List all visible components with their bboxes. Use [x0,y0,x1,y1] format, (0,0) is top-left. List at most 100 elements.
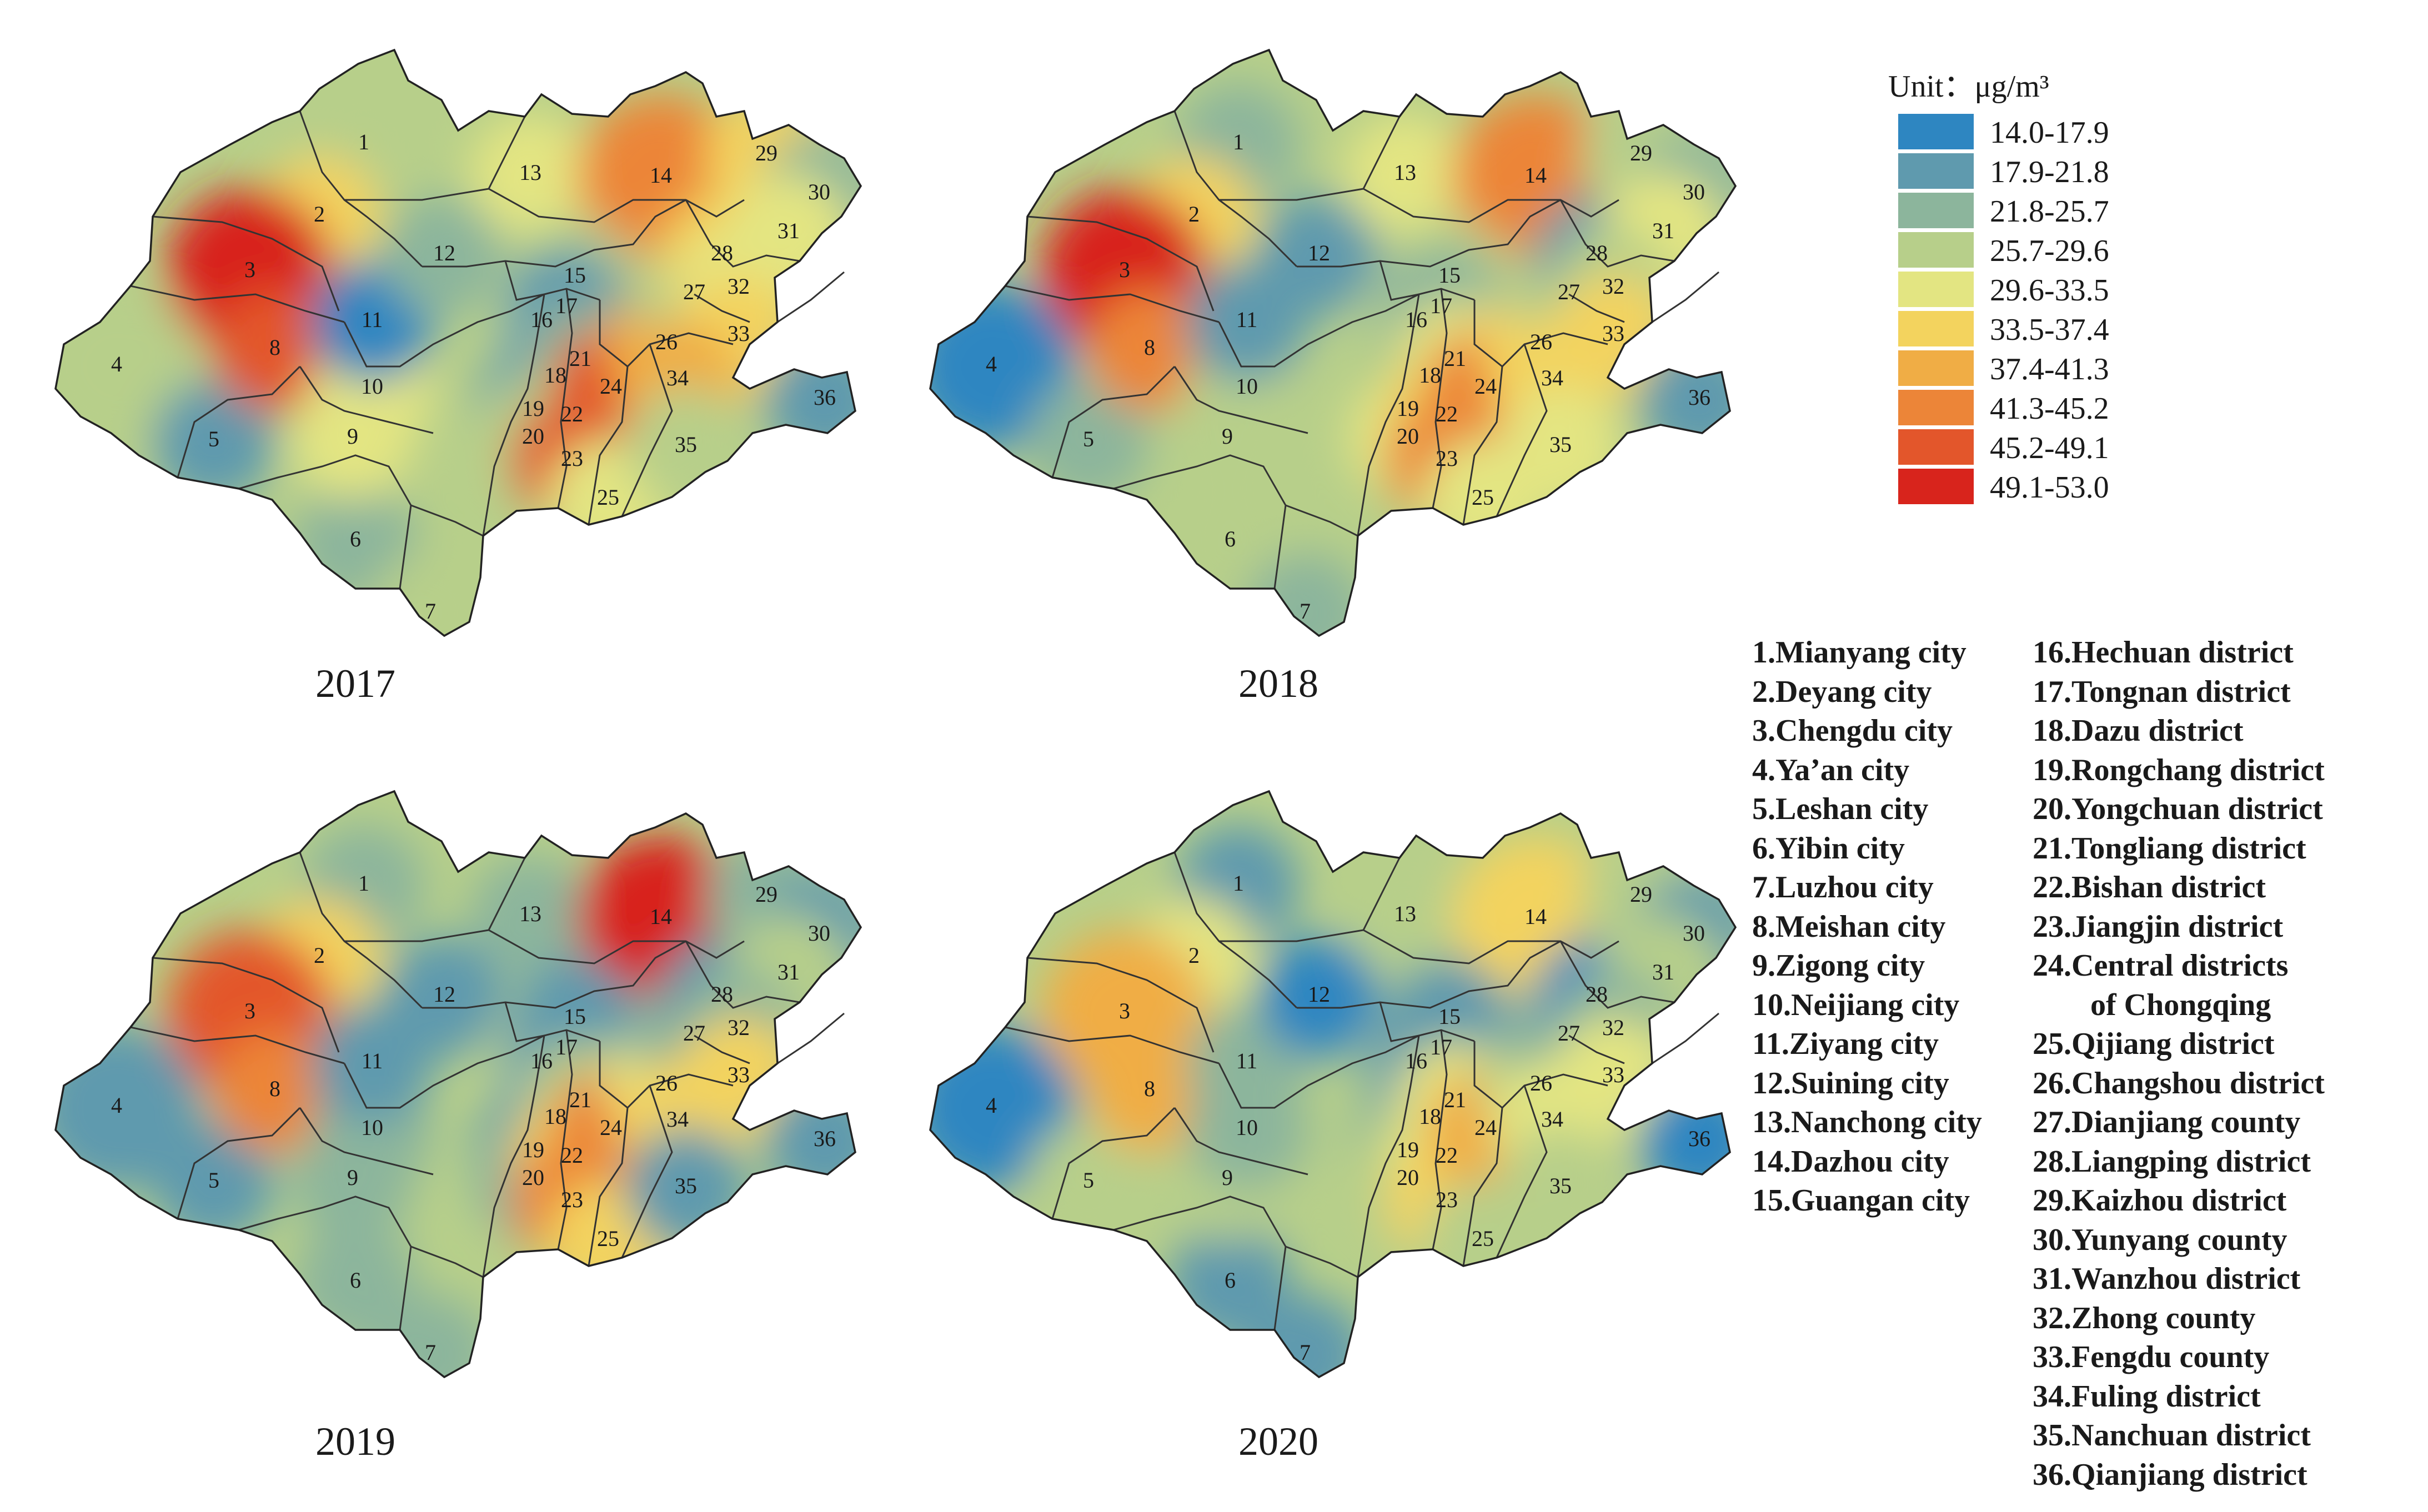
region-number-label: 15 [1438,1004,1461,1029]
region-number-label: 20 [1397,1165,1419,1190]
district-boundary [1559,199,1675,268]
region-name: 26.Changshou district [2033,1066,2325,1101]
region-name: 15.Guangan city [1752,1183,1970,1218]
region-number-label: 20 [522,424,544,449]
region-name: 31.Wanzhou district [2033,1262,2301,1296]
region-number-label: 17 [555,293,578,318]
region-number-label: 13 [519,901,541,926]
region-number-label: 32 [728,274,750,299]
region-number-label: 14 [650,904,672,929]
region-number-label: 9 [347,424,358,449]
region-number-label: 2 [314,943,325,968]
region-number-label: 27 [683,279,705,304]
region-name: 36.Qianjiang district [2033,1457,2307,1492]
region-number-label: 10 [1236,1115,1258,1140]
district-boundary [299,366,434,434]
district-boundary [1496,344,1548,517]
region-number-label: 4 [111,1093,122,1118]
district-boundary [1173,366,1308,434]
region-name: 5.Leshan city [1752,792,1929,826]
district-boundary [482,1035,545,1278]
region-number-label: 21 [1444,1087,1466,1112]
region-number-label: 26 [1530,329,1552,354]
region-number-label: 10 [361,374,383,399]
region-number-label: 1 [1233,129,1244,154]
region-number-label: 32 [728,1015,750,1040]
year-label-2019: 2019 [315,1419,395,1464]
district-boundary [1005,1026,1220,1064]
region-number-label: 10 [1236,374,1258,399]
region-number-label: 35 [1549,432,1572,457]
region-number-label: 6 [350,1268,361,1293]
region-number-label: 33 [728,1062,750,1087]
region-number-label: 23 [1436,446,1458,471]
district-boundary [299,1107,434,1176]
region-number-label: 4 [111,351,122,376]
region-number-label: 32 [1602,1015,1624,1040]
region-outline [929,790,1737,1379]
region-number-label: 31 [1652,960,1674,984]
concentration-blob-13 [469,855,591,977]
legend-label: 25.7-29.6 [1990,234,2109,268]
district-boundary [621,344,673,517]
concentration-blob-13 [469,114,591,236]
region-name: 21.Tongliang district [2033,831,2306,866]
region-number-label: 23 [1436,1187,1458,1212]
region-number-label: 5 [208,1168,219,1193]
region-name: 18.Dazu district [2033,714,2244,748]
district-boundary [1027,215,1215,312]
concentration-blob-12 [383,194,505,317]
legend-swatch [1898,153,1974,189]
region-number-label: 11 [362,1048,383,1073]
region-number-label: 26 [655,1071,678,1096]
concentration-blob-5 [153,1122,275,1244]
region-number-label: 19 [1397,1137,1419,1162]
district-boundary [1462,366,1503,525]
district-boundary [1285,504,1358,537]
region-number-label: 16 [530,1048,553,1073]
region-number-label: 6 [1225,1268,1236,1293]
region-name: 10.Neijiang city [1752,987,1960,1022]
region-number-label: 15 [564,1004,586,1029]
region-number-label: 9 [1222,424,1233,449]
region-name: 12.Suining city [1752,1066,1949,1101]
district-boundary [1357,1035,1420,1278]
region-number-label: 28 [711,240,733,265]
district-boundary [557,1029,573,1250]
legend-label: 49.1-53.0 [1990,470,2109,505]
region-number-label: 17 [1430,293,1452,318]
region-number-label: 7 [1300,599,1311,624]
legend-swatch [1898,193,1974,228]
region-number-label: 1 [1233,871,1244,896]
region-number-label: 8 [269,1076,280,1101]
region-number-label: 2 [1188,202,1200,227]
legend-swatch [1898,311,1974,346]
district-boundary [1432,288,1448,509]
legend-label: 41.3-45.2 [1990,391,2109,426]
region-number-label: 36 [814,1126,836,1151]
district-boundary [1363,929,1619,965]
district-boundary [1005,285,1220,323]
region-number-label: 14 [650,163,672,188]
region-number-label: 24 [600,1115,622,1140]
legend-swatch [1898,232,1974,268]
district-boundary [599,300,734,368]
region-number-label: 33 [728,321,750,346]
region-number-label: 17 [1430,1034,1452,1059]
region-number-label: 5 [1083,426,1094,451]
region-name: 29.Kaizhou district [2033,1183,2287,1218]
region-outline [54,48,862,637]
legend-label: 29.6-33.5 [1990,273,2109,308]
concentration-blob-8 [1088,289,1211,411]
district-boundary [1432,1029,1448,1250]
region-name: 3.Chengdu city [1752,714,1953,748]
region-number-label: 36 [814,385,836,410]
district-boundary [130,285,345,323]
district-boundary [299,852,423,1009]
region-number-label: 28 [1586,982,1608,1007]
region-number-label: 4 [986,1093,997,1118]
legend-swatch [1898,272,1974,307]
region-name: 6.Yibin city [1752,831,1905,866]
